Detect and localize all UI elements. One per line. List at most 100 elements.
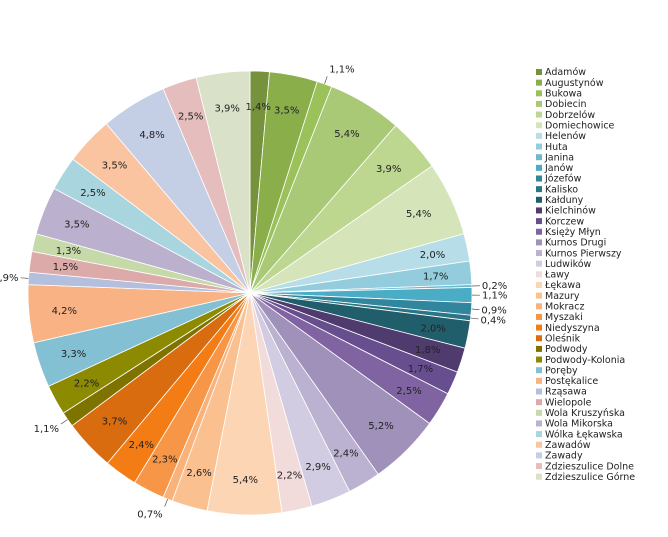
- slice-data-label: 0,2%: [482, 281, 507, 292]
- slice-data-label: 1,1%: [329, 64, 354, 75]
- slice-data-label: 4,2%: [52, 306, 77, 317]
- legend-entry: Podwody-Kolonia: [545, 355, 625, 366]
- slice-data-label: 1,3%: [56, 246, 81, 257]
- leader-line: [20, 277, 29, 279]
- legend-swatch: [536, 111, 542, 118]
- legend-swatch: [536, 335, 542, 342]
- slice-data-label: 1,8%: [415, 345, 440, 356]
- legend-swatch: [536, 431, 542, 438]
- legend-entry: Janów: [544, 163, 573, 174]
- legend-entry: Rząsawa: [545, 387, 587, 398]
- slice-data-label: 1,1%: [482, 291, 507, 302]
- slice-data-label: 2,5%: [80, 188, 105, 199]
- legend-entry: Adamów: [545, 67, 586, 78]
- legend-entry: Domiechowice: [545, 120, 615, 131]
- legend-entry: Helenów: [545, 131, 586, 142]
- slice-data-label: 4,8%: [139, 130, 164, 141]
- legend-swatch: [536, 324, 542, 331]
- legend-entry: Wielopole: [545, 397, 592, 408]
- legend-swatch: [536, 441, 542, 448]
- legend-swatch: [536, 282, 542, 288]
- slice-data-label: 3,9%: [376, 164, 401, 175]
- slice-data-label: 3,5%: [274, 106, 299, 117]
- slice-data-label: 2,0%: [420, 323, 445, 334]
- slice-data-label: 2,3%: [152, 454, 177, 465]
- slice-data-label: 1,5%: [53, 262, 78, 273]
- legend-entry: Niedyszyna: [545, 323, 600, 334]
- legend-entry: Mokracz: [545, 302, 584, 313]
- legend-swatch: [536, 463, 542, 470]
- slice-data-label: 2,4%: [333, 448, 358, 459]
- legend-entry: Kałduny: [545, 195, 584, 206]
- legend-entry: Ludwików: [545, 259, 592, 270]
- slice-data-label: 5,4%: [406, 209, 431, 220]
- legend-swatch: [536, 196, 542, 203]
- legend-entry: Zdzieszulice Dolne: [545, 461, 634, 472]
- leader-line: [324, 76, 328, 85]
- legend-swatch: [536, 452, 542, 459]
- legend-entry: Wólka Łękawska: [545, 429, 623, 440]
- legend-entry: Wola Mikorska: [545, 419, 613, 430]
- legend-swatch: [536, 207, 542, 214]
- legend-entry: Poręby: [545, 365, 578, 376]
- legend-swatch: [536, 186, 542, 193]
- legend-swatch: [536, 175, 542, 182]
- slice-data-label: 1,1%: [34, 424, 59, 435]
- legend-swatch: [536, 303, 542, 310]
- legend-entry: Kielchinów: [545, 206, 596, 217]
- legend-swatch: [536, 154, 542, 161]
- legend-swatch: [536, 90, 542, 97]
- legend-swatch: [536, 250, 542, 257]
- legend-entry: Mazury: [545, 291, 580, 302]
- slice-data-label: 5,4%: [334, 129, 359, 140]
- legend-entry: Dobiecin: [545, 99, 587, 110]
- slice-data-label: 2,5%: [178, 112, 203, 123]
- leader-line: [470, 317, 479, 320]
- legend-swatch: [536, 388, 542, 395]
- legend-entry: Korczew: [545, 216, 584, 227]
- legend-entry: Wola Kruszyńska: [545, 408, 625, 419]
- legend-swatch: [536, 420, 542, 427]
- leader-lines: [20, 76, 480, 507]
- legend-swatch: [536, 271, 542, 278]
- legend-swatch: [536, 356, 542, 363]
- slice-data-label: 2,2%: [277, 471, 302, 482]
- legend-entry: Zdzieszulice Górne: [545, 472, 635, 483]
- legend-entry: Augustynów: [545, 78, 604, 89]
- slice-data-label: 3,5%: [102, 160, 127, 171]
- leader-line: [471, 308, 480, 310]
- slice-data-label: 2,5%: [396, 386, 421, 397]
- legend-swatch: [536, 473, 542, 480]
- slice-data-label: 3,7%: [102, 417, 127, 428]
- slice-data-label: 1,7%: [423, 272, 448, 283]
- data-labels: 1,4% 3,5%1,1%5,4%3,9%5,4%2,0%1,7%0,2%1,1%…: [0, 64, 507, 520]
- slice-data-label: 0,9%: [0, 273, 19, 284]
- pie-slices: [27, 70, 473, 516]
- slice-data-label: 5,2%: [368, 421, 393, 432]
- legend-swatch: [536, 69, 542, 75]
- slice-data-label: 2,9%: [305, 462, 330, 473]
- legend-swatch: [536, 122, 542, 129]
- legend-entry: Postękalice: [545, 376, 598, 387]
- legend-swatch: [536, 100, 542, 107]
- legend-entry: Zawadów: [545, 440, 591, 451]
- slice-data-label: 0,4%: [481, 315, 506, 326]
- slice-data-label: 2,2%: [74, 378, 99, 389]
- legend-swatch: [536, 228, 542, 235]
- legend-entry: Dobrzelów: [545, 110, 595, 121]
- slice-data-label: 3,3%: [61, 349, 86, 360]
- legend-entry: Janina: [544, 152, 574, 163]
- slice-data-label: 0,9%: [481, 306, 506, 317]
- legend-entry: Bukowa: [545, 89, 582, 100]
- legend-swatch: [536, 313, 542, 320]
- legend-swatch: [536, 260, 542, 267]
- legend: AdamówAugustynówBukowaDobiecinDobrzelówD…: [536, 67, 635, 483]
- legend-entry: Łękawa: [544, 280, 581, 291]
- pie-slice: [195, 70, 251, 294]
- slice-data-label: 2,6%: [186, 468, 211, 479]
- legend-swatch: [536, 409, 542, 416]
- slice-data-label: 2,4%: [129, 440, 154, 451]
- legend-entry: Myszaki: [545, 312, 583, 323]
- legend-swatch: [536, 164, 542, 171]
